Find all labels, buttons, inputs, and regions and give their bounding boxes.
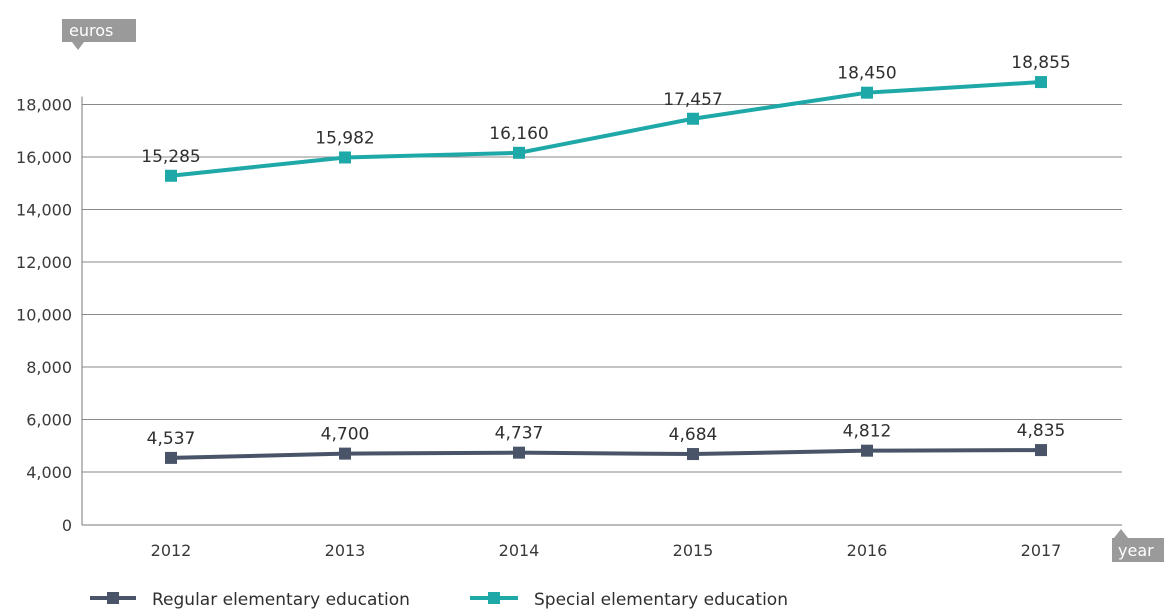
data-point (339, 447, 351, 460)
data-label: 17,457 (663, 90, 722, 110)
series-lines (165, 76, 1047, 464)
legend: Regular elementary education Special ele… (90, 590, 788, 610)
y-tick-label: 16,000 (16, 148, 72, 167)
legend-item-regular: Regular elementary education (90, 590, 410, 610)
data-label: 4,700 (321, 425, 370, 445)
data-label: 15,982 (315, 128, 374, 148)
data-label: 4,737 (495, 424, 544, 444)
y-tick-label: 8,000 (26, 358, 72, 377)
y-axis-ticks: 0 4,000 6,000 8,000 10,000 12,000 14,000 16,000… (16, 96, 72, 536)
data-label: 18,450 (837, 64, 896, 84)
x-tick-label: 2015 (673, 541, 714, 560)
data-point (513, 146, 525, 159)
data-label: 18,855 (1011, 53, 1070, 73)
data-label: 4,812 (843, 422, 892, 442)
y-tick-label: 14,000 (16, 201, 72, 220)
y-tick-label: 10,000 (16, 306, 72, 325)
data-point (165, 451, 177, 464)
data-labels: 4,537 4,700 4,737 4,684 4,812 4,835 15,285 15,9… (141, 53, 1070, 449)
x-axis-ticks: 2012 2013 2014 2015 2016 2017 (151, 541, 1062, 560)
data-label: 4,684 (669, 425, 718, 445)
data-point (165, 169, 177, 182)
series-line (170, 448, 1042, 460)
x-tick-label: 2016 (847, 541, 888, 560)
x-tick-label: 2017 (1021, 541, 1062, 560)
legend-item-special: Special elementary education (470, 590, 788, 610)
data-label: 4,835 (1017, 421, 1066, 441)
data-label: 4,537 (147, 429, 196, 449)
data-point (861, 86, 873, 99)
y-axis-label-text: euros (69, 21, 113, 40)
gridlines (81, 96, 1122, 526)
y-tick-label: 4,000 (26, 463, 72, 482)
y-tick-label: 0 (62, 516, 72, 535)
legend-label-special: Special elementary education (534, 590, 788, 610)
data-point (687, 448, 699, 461)
data-point (861, 444, 873, 457)
x-tick-label: 2012 (151, 541, 192, 560)
data-point (1035, 444, 1047, 457)
x-axis-label-text: year (1118, 541, 1154, 560)
y-tick-label: 18,000 (16, 96, 72, 115)
y-tick-label: 12,000 (16, 253, 72, 272)
data-point (687, 112, 699, 125)
x-tick-label: 2014 (499, 541, 540, 560)
data-label: 15,285 (141, 147, 200, 167)
series-line (170, 80, 1042, 178)
y-tick-label: 6,000 (26, 411, 72, 430)
x-axis-label: year (1112, 529, 1164, 562)
x-tick-label: 2013 (325, 541, 366, 560)
data-label: 16,160 (489, 124, 548, 144)
legend-label-regular: Regular elementary education (152, 590, 410, 610)
data-point (339, 151, 351, 164)
y-axis-label: euros (62, 19, 136, 50)
data-point (513, 446, 525, 459)
data-point (1035, 76, 1047, 89)
